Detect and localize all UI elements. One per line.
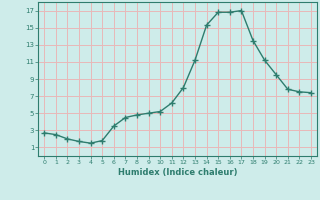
X-axis label: Humidex (Indice chaleur): Humidex (Indice chaleur) — [118, 168, 237, 177]
